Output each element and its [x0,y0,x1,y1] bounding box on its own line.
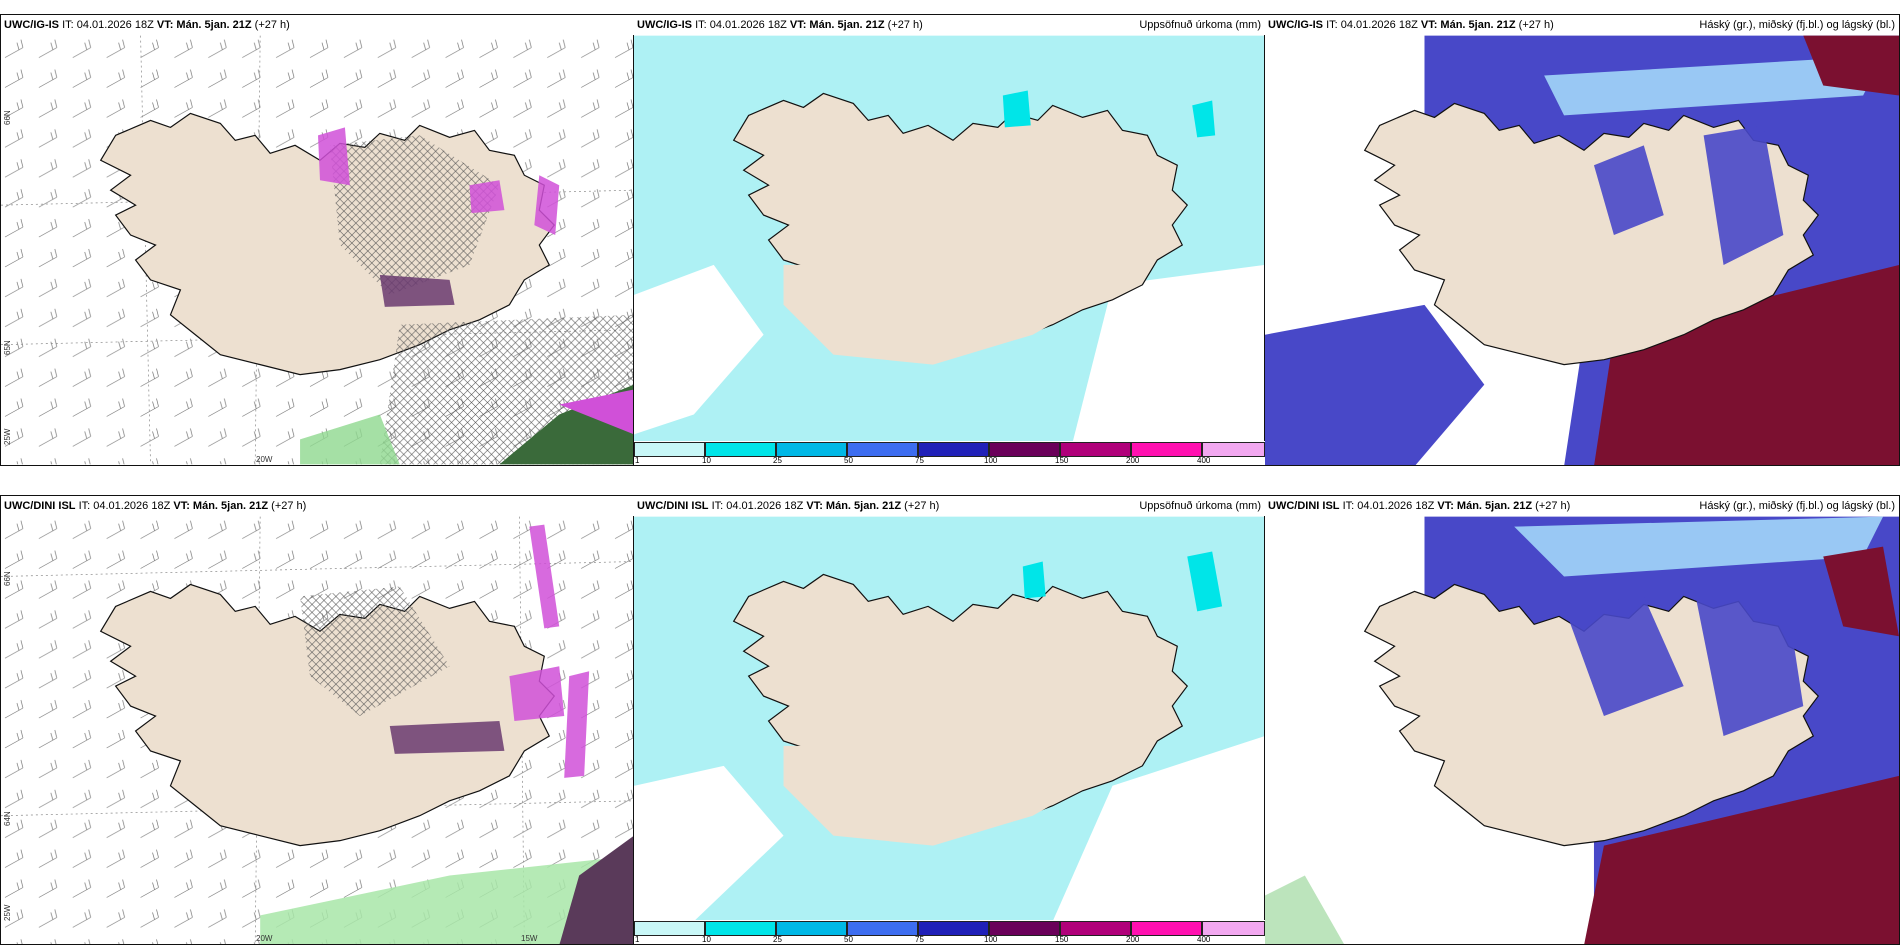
panel-header: UWC/IG-IS IT: 04.01.2026 18Z VT: Mán. 5j… [634,15,1265,35]
precip-colorbar: 1 10 25 50 75 100 150 200 400 [634,441,1265,465]
panel-wind-ig: UWC/IG-IS IT: 04.01.2026 18Z VT: Mán. 5j… [0,14,635,466]
panel-wind-dini: UWC/DINI ISL IT: 04.01.2026 18Z VT: Mán.… [0,495,635,945]
precip-title: Uppsöfnuð úrkoma (mm) [1139,500,1261,512]
panel-header: UWC/DINI ISL IT: 04.01.2026 18Z VT: Mán.… [1,496,634,516]
panel-clouds-ig: UWC/IG-IS IT: 04.01.2026 18Z VT: Mán. 5j… [1264,14,1900,466]
precip-map [634,516,1265,922]
panel-header: UWC/DINI ISL IT: 04.01.2026 18Z VT: Mán.… [1265,496,1899,516]
lon-label-20w: 20W [256,934,273,943]
panel-precip-dini: UWC/DINI ISL IT: 04.01.2026 18Z VT: Mán.… [633,495,1266,945]
lon-label-20w: 20W [256,455,273,464]
lat-label-25w: 25W [3,904,12,921]
panel-header: UWC/DINI ISL IT: 04.01.2026 18Z VT: Mán.… [634,496,1265,516]
panel-header: UWC/IG-IS IT: 04.01.2026 18Z VT: Mán. 5j… [1265,15,1899,35]
precip-colorbar: 1 10 25 50 75 100 150 200 400 [634,920,1265,944]
wind-snow-map [1,516,634,944]
lat-label-64: 64N [3,811,12,826]
precip-map [634,35,1265,443]
panel-header: UWC/IG-IS IT: 04.01.2026 18Z VT: Mán. 5j… [1,15,634,35]
clouds-map [1265,35,1899,465]
lat-label-65: 65N [3,340,12,355]
clouds-map [1265,516,1899,944]
clouds-title: Háský (gr.), miðský (fj.bl.) og lágský (… [1699,500,1895,512]
panel-clouds-dini: UWC/DINI ISL IT: 04.01.2026 18Z VT: Mán.… [1264,495,1900,945]
lat-label-25w: 25W [3,428,12,445]
lat-label-66: 66N [3,110,12,125]
clouds-title: Háský (gr.), miðský (fj.bl.) og lágský (… [1699,19,1895,31]
lon-label-15w: 15W [521,934,538,943]
wind-snow-map [1,35,634,465]
precip-title: Uppsöfnuð úrkoma (mm) [1139,19,1261,31]
panel-precip-ig: UWC/IG-IS IT: 04.01.2026 18Z VT: Mán. 5j… [633,14,1266,466]
lat-label-66: 66N [3,571,12,586]
